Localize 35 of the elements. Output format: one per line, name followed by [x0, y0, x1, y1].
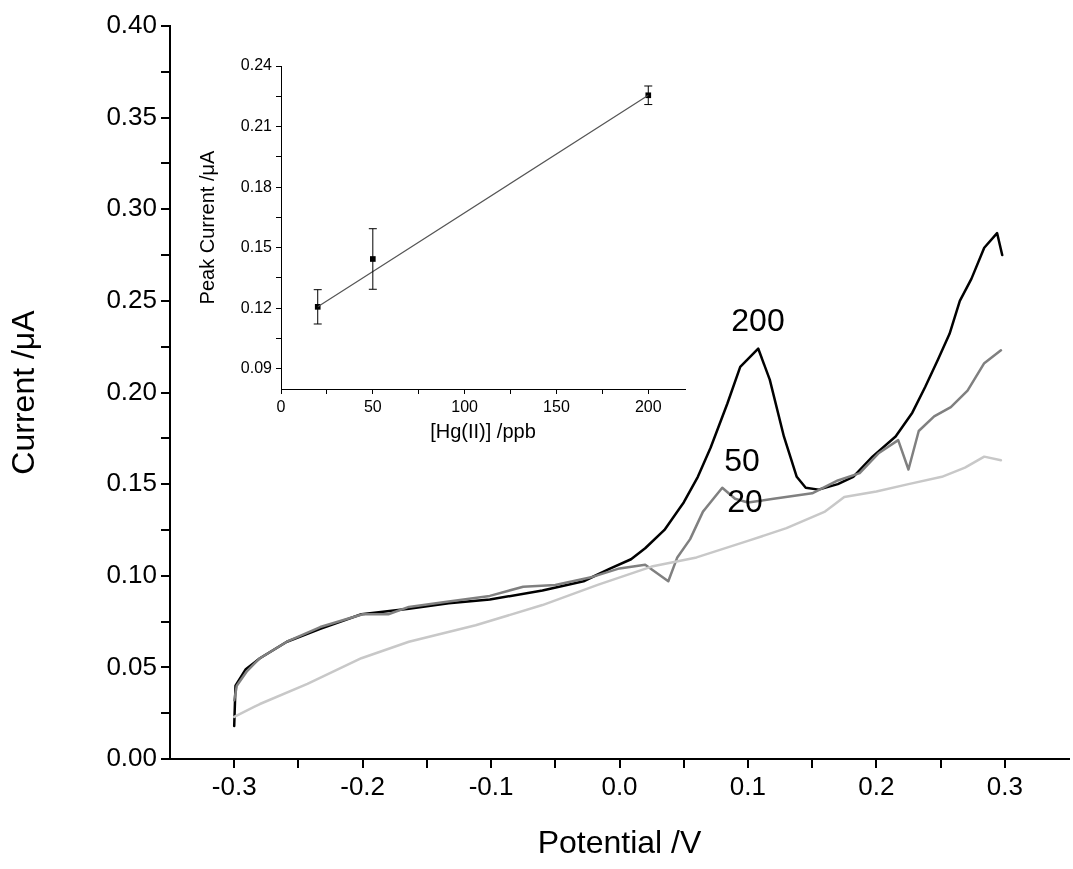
x-tick-label: 50	[363, 398, 382, 416]
y-tick-label: 0.35	[106, 100, 157, 131]
y-tick-label: 0.25	[106, 284, 157, 315]
x-tick-label: -0.2	[340, 770, 386, 801]
x-tick-label: 100	[451, 398, 479, 416]
y-tick-label: 0.24	[240, 56, 273, 74]
x-tick-label: 0.3	[986, 770, 1023, 801]
x-tick-label: -0.3	[211, 770, 257, 801]
y-tick-label: 0.10	[106, 558, 157, 589]
y-tick-label: 0.00	[106, 742, 157, 773]
annotation: 50	[724, 441, 760, 478]
y-tick-label: 0.40	[106, 9, 157, 40]
x-axis-title: [Hg(II)] /ppb	[430, 419, 536, 442]
y-tick-label: 0.18	[240, 177, 273, 195]
x-tick-label: 150	[543, 398, 570, 416]
annotation: 20	[727, 482, 763, 519]
y-tick-label: 0.09	[240, 359, 273, 377]
x-tick-label: 0.2	[858, 770, 895, 801]
annotation: 200	[731, 301, 785, 338]
y-tick-label: 0.21	[240, 116, 273, 134]
x-tick-label: 0.1	[729, 770, 767, 801]
y-tick-label: 0.20	[106, 375, 157, 406]
y-tick-label: 0.15	[106, 467, 157, 498]
x-axis-title: Potential /V	[537, 823, 702, 860]
x-tick-label: 0.0	[601, 770, 638, 801]
point	[369, 256, 376, 262]
y-axis-title: Current /μA	[5, 309, 42, 475]
y-axis-title: Peak Current /μA	[195, 149, 218, 305]
y-tick-label: 0.12	[240, 298, 273, 316]
y-tick-label: 0.05	[106, 650, 157, 681]
y-tick-label: 0.15	[240, 238, 273, 256]
x-tick-label: 200	[634, 398, 662, 416]
x-tick-label: -0.1	[468, 770, 514, 801]
x-tick-label: 0	[276, 398, 286, 416]
y-tick-label: 0.30	[106, 192, 157, 223]
